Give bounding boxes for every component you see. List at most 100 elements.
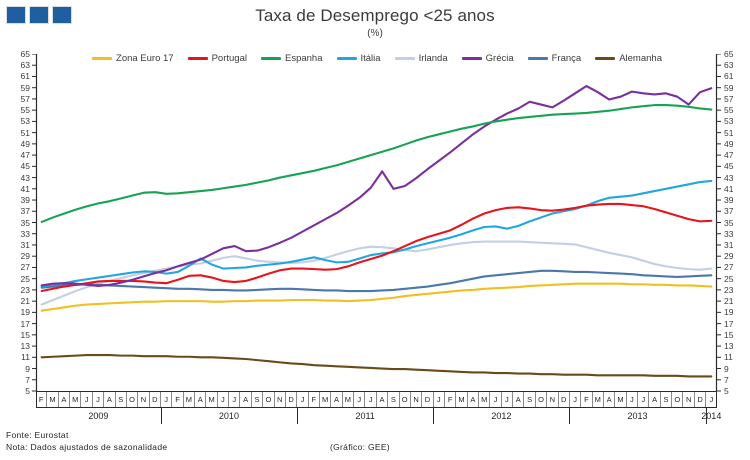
y-tick-label: 49 xyxy=(20,138,30,149)
footnote-credit: (Gráfico: GEE) xyxy=(330,442,390,452)
y-tick-label: 17 xyxy=(20,318,30,329)
x-axis-month-cell: J xyxy=(434,391,445,408)
legend-label: França xyxy=(551,52,582,64)
y-tick-label: 51 xyxy=(20,127,30,138)
logo-square-2 xyxy=(29,6,49,24)
y-tick-label-right: 7 xyxy=(724,374,729,385)
series-line-alemanha xyxy=(40,354,713,378)
x-axis-month-cell: M xyxy=(70,391,82,408)
x-axis-month-cell: S xyxy=(661,391,673,408)
y-tick-label: 7 xyxy=(25,374,30,385)
legend-swatch-icon xyxy=(394,56,415,60)
legend-item-gr-cia: Grécia xyxy=(461,52,514,64)
y-tick-label-right: 15 xyxy=(724,329,734,340)
legend-item-alemanha: Alemanha xyxy=(595,53,662,64)
x-axis-month-cell: O xyxy=(672,391,684,408)
y-tick-label: 53 xyxy=(20,116,30,127)
y-tick-label-right: 53 xyxy=(724,116,734,127)
x-axis-month-border xyxy=(36,391,717,408)
x-axis-month-cell: J xyxy=(354,391,366,408)
legend-swatch-icon xyxy=(260,56,281,60)
x-axis-month-cell: A xyxy=(513,391,525,408)
y-tick-label: 65 xyxy=(20,49,30,59)
y-tick-label: 31 xyxy=(20,239,30,250)
y-tick-label: 11 xyxy=(21,352,30,363)
chart-title: Taxa de Desemprego <25 anos xyxy=(255,6,495,25)
y-tick-label-right: 21 xyxy=(724,296,734,307)
y-tick-label-right: 61 xyxy=(724,71,734,82)
x-axis-month-cell: O xyxy=(127,391,139,408)
x-axis-month-cell: M xyxy=(343,391,355,408)
y-tick-label-right: 55 xyxy=(724,105,734,116)
x-axis-month-cell: M xyxy=(456,391,468,408)
x-axis-year-separator xyxy=(433,408,435,424)
logo-square-1 xyxy=(6,6,26,24)
x-axis-month-cell: N xyxy=(275,391,286,408)
series-line-portugal xyxy=(40,202,713,293)
y-tick-label: 61 xyxy=(20,71,30,82)
x-axis-month-cell: F xyxy=(309,391,320,408)
x-axis-month-cell: J xyxy=(502,391,514,408)
y-tick-label-right: 17 xyxy=(724,318,734,329)
y-tick-label: 63 xyxy=(20,60,30,71)
y-tick-label: 9 xyxy=(25,363,30,374)
x-axis-year-band: 2009 2010 2011 2012 2013 2014 xyxy=(36,408,721,424)
x-axis-month-cell: M xyxy=(615,391,627,408)
legend-label: Espanha xyxy=(284,52,323,64)
y-tick-label-right: 63 xyxy=(724,60,734,71)
x-axis-month-cell: M xyxy=(206,391,218,408)
y-tick-label-right: 37 xyxy=(724,206,734,217)
chart-svg xyxy=(32,54,721,392)
series-line-gr-cia xyxy=(40,84,713,288)
legend-swatch-icon xyxy=(527,56,548,60)
y-tick-label-right: 59 xyxy=(724,82,734,93)
y-tick-label-right: 43 xyxy=(724,172,734,183)
y-tick-label: 13 xyxy=(20,341,30,352)
x-axis-month-cell: F xyxy=(581,391,593,408)
x-axis-month-cell: J xyxy=(638,391,650,408)
y-tick-label: 35 xyxy=(20,217,30,228)
y-tick-label: 39 xyxy=(20,195,30,206)
x-axis-month-cell: A xyxy=(104,391,116,408)
y-tick-label-right: 11 xyxy=(724,352,733,363)
legend-swatch-icon xyxy=(336,56,357,60)
chart-legend: Zona Euro 17 Portugal Espanha Itália Irlanda… xyxy=(36,52,718,64)
y-tick-label: 25 xyxy=(20,273,30,284)
series-line-espanha xyxy=(40,104,713,223)
x-axis-year-label: 2013 xyxy=(627,411,648,421)
x-axis-month-cell: J xyxy=(218,391,230,408)
legend-label: Zona Euro 17 xyxy=(116,52,174,64)
y-tick-label-right: 9 xyxy=(724,363,729,374)
chart-subtitle: (%) xyxy=(367,28,383,39)
x-axis-month-cell: N xyxy=(411,391,423,408)
x-axis-month-cell: J xyxy=(297,391,309,408)
x-axis-month-cell: S xyxy=(116,391,127,408)
y-tick-label-right: 65 xyxy=(724,49,734,59)
x-axis-year-separator xyxy=(705,408,707,424)
x-axis-year-label: 2011 xyxy=(355,411,375,421)
legend-swatch-icon xyxy=(595,56,616,60)
y-tick-label: 37 xyxy=(20,206,30,217)
x-axis-month-cell: D xyxy=(150,391,161,408)
y-tick-label: 21 xyxy=(20,296,30,307)
y-tick-label: 27 xyxy=(20,262,30,273)
x-axis-month-cell: O xyxy=(536,391,548,408)
x-axis-month-cell: A xyxy=(240,391,252,408)
y-tick-label: 15 xyxy=(20,329,30,340)
x-axis-month-cell: M xyxy=(320,391,332,408)
x-axis-month-cell: D xyxy=(695,391,707,408)
legend-label: Grécia xyxy=(485,52,514,64)
x-axis-month-cell: F xyxy=(445,391,457,408)
y-tick-label: 55 xyxy=(20,105,30,116)
x-axis-month-cell: D xyxy=(422,391,434,408)
x-axis-month-cell: A xyxy=(59,391,71,408)
x-axis-month-cell: N xyxy=(547,391,559,408)
legend-label: Alemanha xyxy=(619,52,662,64)
x-axis-month-cell: N xyxy=(138,391,150,408)
legend-item-irlanda: Irlanda xyxy=(394,53,448,64)
series-line-fran-a xyxy=(40,269,713,293)
x-axis-month-cell: J xyxy=(161,391,173,408)
series-line-zona-euro-17 xyxy=(40,282,713,312)
x-axis-month-cell: J xyxy=(490,391,502,408)
